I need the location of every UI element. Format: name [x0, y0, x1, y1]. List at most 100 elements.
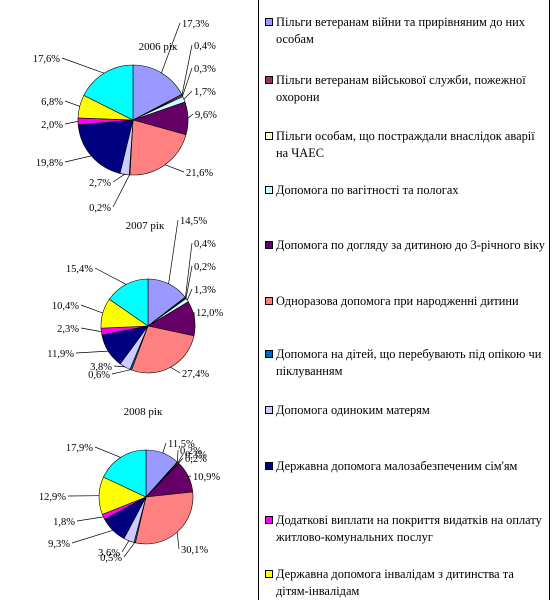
data-label: 0,3%	[194, 64, 216, 75]
chart-title: 2007 рік	[126, 220, 165, 232]
leader-line	[112, 174, 130, 208]
legend-swatch	[265, 570, 273, 578]
legend-item-veterans-service: Пільги ветеранам військової служби, поже…	[265, 72, 545, 106]
legend-label: Державна допомога інвалідам з дитинства …	[276, 567, 514, 598]
data-label: 6,8%	[41, 97, 63, 108]
legend-label: Допомога по вагітності та пологах	[276, 183, 459, 197]
data-label: 30,1%	[181, 545, 208, 556]
pie-slice	[135, 491, 194, 545]
legend-label: Допомога по догляду за дитиною до 3-річн…	[276, 238, 545, 252]
leader-line	[164, 164, 185, 173]
data-label: 12,9%	[39, 492, 66, 503]
leader-line	[185, 265, 193, 299]
data-label: 10,9%	[193, 472, 220, 483]
legend-swatch	[265, 241, 273, 249]
legend: Пільги ветеранам війни та прирівняним до…	[258, 0, 550, 600]
data-label: 1,3%	[194, 285, 216, 296]
legend-item-utilities: Додаткові виплати на покриття видатків н…	[265, 512, 545, 546]
leader-line	[94, 446, 121, 458]
data-label: 10,4%	[52, 301, 79, 312]
data-label: 3,6%	[98, 548, 120, 559]
legend-label: Допомога одиноким матерям	[276, 403, 430, 417]
legend-label: Пільги особам, що постраждали внаслідок …	[276, 129, 535, 160]
leader-line	[162, 442, 167, 454]
chart-title: 2008 рік	[124, 406, 163, 418]
leader-line	[187, 113, 194, 119]
leader-line	[76, 516, 104, 522]
leader-line	[177, 453, 184, 463]
data-label: 11,9%	[47, 349, 74, 360]
leader-line	[111, 369, 131, 375]
data-label: 9,6%	[195, 110, 217, 121]
pie-slice	[131, 325, 195, 374]
leader-line	[185, 242, 193, 298]
legend-label: Додаткові виплати на покриття видатків н…	[276, 513, 542, 544]
pie-slice	[132, 64, 183, 121]
leader-line	[94, 267, 127, 285]
legend-item-pregnancy: Допомога по вагітності та пологах	[265, 182, 545, 199]
data-label: 0,2%	[89, 203, 111, 214]
leader-line	[71, 529, 114, 544]
leader-line	[177, 449, 179, 463]
data-label: 15,4%	[66, 264, 93, 275]
leader-line	[123, 542, 135, 558]
legend-item-single-mothers: Допомога одиноким матерям	[265, 402, 545, 419]
leader-line	[121, 540, 130, 553]
legend-swatch	[265, 76, 273, 84]
leader-line	[113, 365, 125, 368]
legend-item-chernobyl: Пільги особам, що постраждали внаслідок …	[265, 128, 545, 162]
leader-line	[161, 22, 181, 74]
legend-swatch	[265, 406, 273, 414]
legend-label: Державна допомога малозабезпеченим сім'я…	[276, 459, 518, 473]
legend-swatch	[265, 516, 273, 524]
data-label: 14,5%	[180, 216, 207, 227]
data-label: 1,7%	[194, 87, 216, 98]
pie-slice	[83, 64, 134, 121]
data-label: 0,5%	[100, 553, 122, 564]
data-label: 0,4%	[194, 41, 216, 52]
legend-item-childcare-3: Допомога по догляду за дитиною до 3-річн…	[265, 237, 545, 254]
legend-item-veterans-war: Пільги ветеранам війни та прирівняним до…	[265, 14, 545, 48]
leader-line	[64, 155, 92, 163]
legend-item-low-income: Державна допомога малозабезпеченим сім'я…	[265, 458, 545, 475]
data-label: 0,3%	[185, 450, 207, 461]
data-label: 17,6%	[33, 54, 60, 65]
leader-line	[80, 327, 102, 332]
data-label: 0,2%	[194, 262, 216, 273]
leader-line	[170, 366, 181, 374]
data-label: 12,0%	[196, 308, 223, 319]
data-label: 9,3%	[48, 539, 70, 550]
leader-line	[183, 90, 193, 100]
legend-item-disabled-children: Державна допомога інвалідам з дитинства …	[265, 566, 545, 600]
legend-item-guardianship: Допомога на дітей, що перебувають під оп…	[265, 346, 545, 380]
legend-swatch	[265, 132, 273, 140]
data-label: 1,8%	[53, 517, 75, 528]
data-label: 2,3%	[57, 324, 79, 335]
pie-chart-2: 2007 рік 14,5% 0,4% 0,2% 1,3% 12,0% 27,4% 0,6%3…	[47, 216, 223, 381]
data-label: 2,7%	[89, 178, 111, 189]
chart-title: 2006 рік	[139, 41, 178, 53]
data-label: 17,3%	[182, 19, 209, 30]
legend-label: Одноразова допомога при народженні дитин…	[276, 294, 519, 308]
data-label: 0,4%	[194, 239, 216, 250]
legend-swatch	[265, 186, 273, 194]
pie-chart-1: 2006 рік 17,3% 0,4% 0,3% 1,7% 9,6% 21,6% 0,2% 2,…	[33, 19, 217, 214]
data-label: 21,6%	[186, 168, 213, 179]
data-label: 2,0%	[41, 120, 63, 131]
data-label: 0,2%	[185, 454, 207, 465]
data-label: 27,4%	[182, 369, 209, 380]
legend-label: Допомога на дітей, що перебувають під оп…	[276, 347, 542, 378]
leader-line	[64, 121, 79, 125]
leader-line	[64, 100, 80, 107]
legend-swatch	[265, 462, 273, 470]
data-label: 11,5%	[168, 439, 195, 450]
legend-item-birth: Одноразова допомога при народженні дитин…	[265, 293, 545, 310]
data-label: 0,6%	[88, 370, 110, 381]
pie-slice	[129, 119, 187, 176]
leader-line	[178, 457, 184, 464]
leader-line	[112, 174, 125, 183]
pie-chart-3: 2008 рік11,5%0,2%0,3%0,2%10,9%30,1%0,5%3…	[39, 406, 221, 564]
leader-line	[181, 44, 193, 96]
leader-line	[61, 57, 105, 74]
